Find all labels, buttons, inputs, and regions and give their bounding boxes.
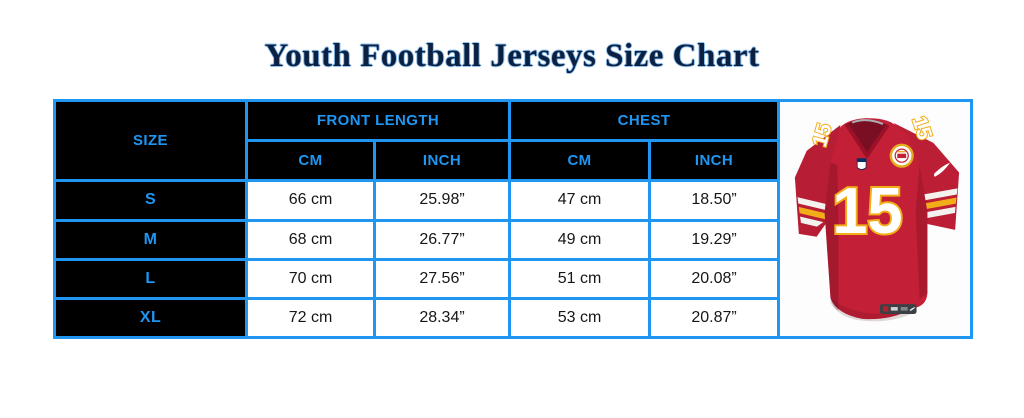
jersey-image: 15 15 15 — [777, 99, 974, 339]
cell-l-front-inch: 27.56” — [372, 257, 512, 300]
swoosh-icon — [933, 162, 950, 177]
table-row-xl: XL 72 cm 28.34” 53 cm 20.87” — [53, 296, 972, 340]
subheader-chest-inch: INCH — [648, 139, 781, 183]
size-chart-table: SIZE FRONT LENGTH CHEST — [53, 98, 974, 340]
jersey-photo: 15 15 15 — [781, 103, 969, 335]
cell-l-chest-inch: 20.08” — [648, 257, 781, 300]
cell-xl-chest-cm: 53 cm — [508, 296, 652, 340]
cell-m-front-inch: 26.77” — [372, 218, 512, 261]
cell-s-front-cm: 66 cm — [245, 179, 376, 222]
cell-m-front-cm: 68 cm — [245, 218, 376, 261]
jersey-chest-number: 15 — [832, 174, 902, 247]
cell-xl-chest-inch: 20.87” — [648, 296, 781, 340]
cell-l-front-cm: 70 cm — [245, 257, 376, 300]
header-chest: CHEST — [508, 98, 781, 143]
subheader-front-inch: INCH — [372, 139, 512, 183]
subheader-chest-cm: CM — [508, 139, 652, 183]
cell-s-chest-inch: 18.50” — [648, 179, 781, 222]
size-label-m: M — [53, 218, 248, 261]
page-title: Youth Football Jerseys Size Chart — [264, 38, 760, 74]
nfl-shield-logo — [856, 158, 867, 170]
jersey-collar — [844, 119, 890, 158]
cell-s-chest-cm: 47 cm — [508, 179, 652, 222]
size-label-l: L — [53, 257, 248, 300]
header-row-units: CM INCH CM INCH — [55, 139, 972, 183]
table-row-m: M 68 cm 26.77” 49 cm 19.29” — [53, 218, 972, 261]
header-row-groups: SIZE FRONT LENGTH CHEST — [53, 98, 974, 339]
size-label-xl: XL — [53, 296, 248, 340]
cell-xl-front-inch: 28.34” — [372, 296, 512, 340]
jersey-illustration: 15 15 15 — [794, 112, 959, 322]
header-front-length: FRONT LENGTH — [244, 98, 512, 143]
cell-m-chest-cm: 49 cm — [508, 218, 652, 261]
subheader-front-cm: CM — [245, 139, 376, 183]
table-row-s: S 66 cm 25.98” 47 cm 18.50” — [53, 179, 972, 222]
jersey-body — [824, 118, 927, 322]
team-patch-icon — [889, 143, 914, 168]
size-label-s: S — [53, 179, 248, 222]
table-row-l: L 70 cm 27.56” 51 cm 20.08” — [53, 257, 972, 300]
cell-xl-front-cm: 72 cm — [245, 296, 376, 340]
jersey-jock-tag — [879, 304, 917, 314]
header-size: SIZE — [53, 98, 248, 183]
cell-l-chest-cm: 51 cm — [508, 257, 652, 300]
cell-s-front-inch: 25.98” — [372, 179, 512, 222]
cell-m-chest-inch: 19.29” — [648, 218, 781, 261]
